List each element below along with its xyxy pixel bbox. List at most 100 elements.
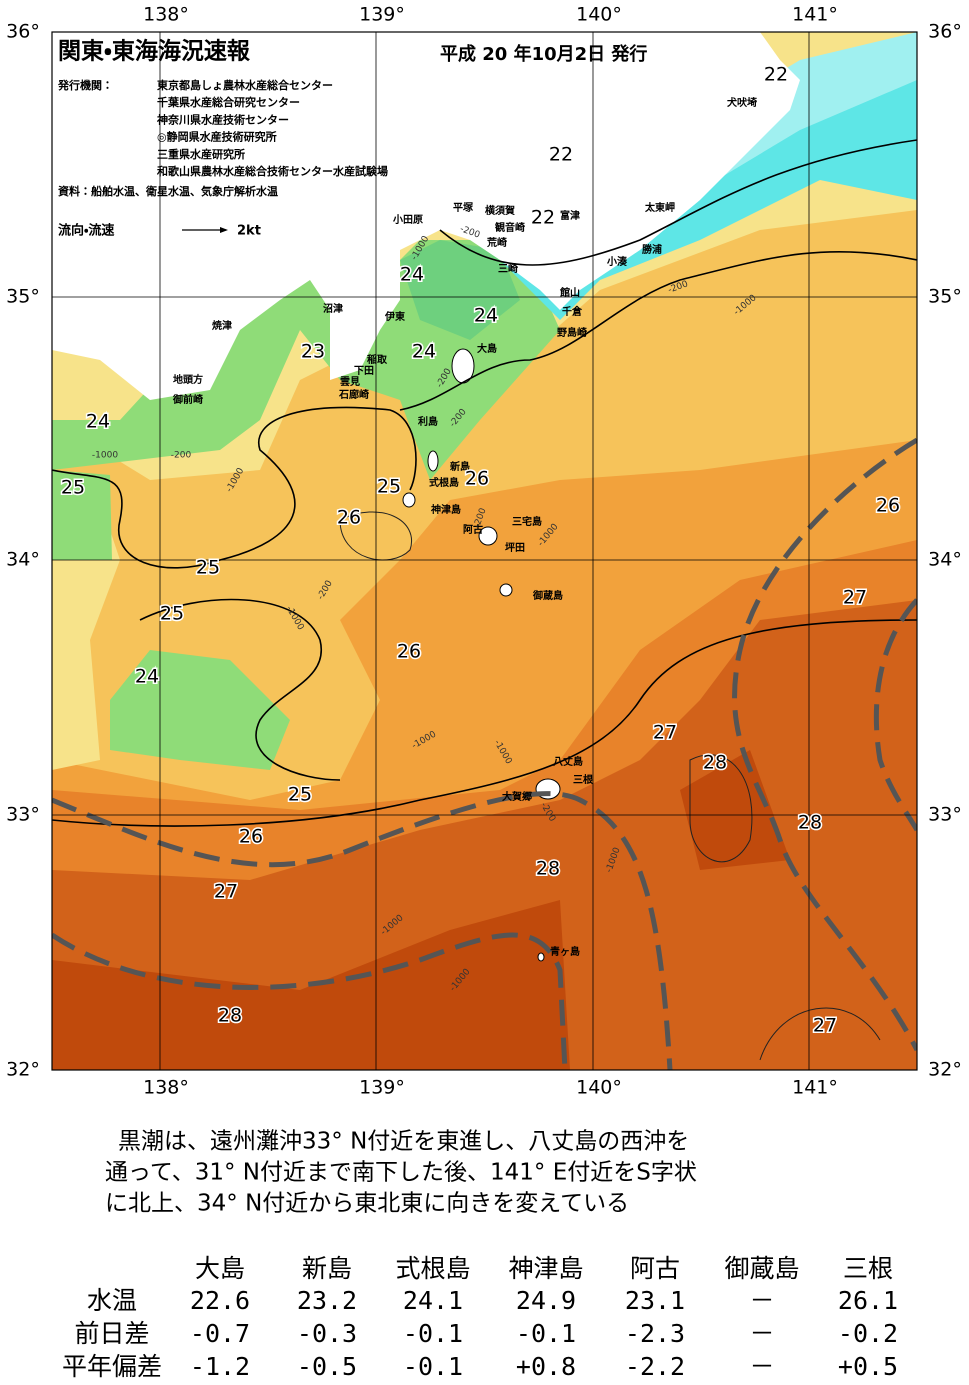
place-name: 三崎 <box>498 262 518 275</box>
place-name: 三宅島 <box>512 515 542 528</box>
temperature-label: 22 <box>764 64 788 86</box>
temperature-label: 26 <box>876 495 900 517</box>
kuroshio-axis <box>873 598 917 832</box>
temperature-label: 27 <box>813 1015 837 1037</box>
table-cell: -2.3 <box>625 1319 685 1348</box>
row-label: 前日差 <box>74 1319 149 1348</box>
table-cell: +0.5 <box>838 1352 898 1381</box>
temperature-label: 24 <box>135 666 159 688</box>
place-name: 焼津 <box>212 319 232 332</box>
table-header: 御蔵島 <box>724 1254 799 1283</box>
table-cell: 24.1 <box>403 1286 463 1315</box>
place-name: 三根 <box>573 773 594 786</box>
temperature-label: 28 <box>703 752 727 774</box>
depth-label: -1000 <box>92 451 118 461</box>
water-28 <box>52 600 917 1070</box>
place-name: 伊東 <box>384 310 405 323</box>
issuer: 神奈川県水産技術センター <box>156 112 289 126</box>
table-cell: -0.1 <box>403 1352 463 1381</box>
table-header: 三根 <box>843 1254 893 1283</box>
water-23 <box>400 240 520 340</box>
place-name: 神津島 <box>430 503 461 516</box>
land <box>52 32 800 400</box>
kuroshio-axis <box>52 932 568 1070</box>
water-24 <box>110 650 290 770</box>
place-name: 平塚 <box>453 201 474 214</box>
island <box>478 526 498 546</box>
temperature-label: 25 <box>288 784 312 806</box>
isotherm <box>52 619 917 827</box>
issuer: ◎静岡県水産技術研究所 <box>157 130 277 144</box>
temperature-label: 26 <box>239 826 263 848</box>
place-name: 八丈島 <box>553 755 583 768</box>
place-name: 太東岬 <box>644 201 675 214</box>
place-name: 館山 <box>559 286 580 299</box>
table-cell: 24.9 <box>516 1286 576 1315</box>
temperature-label: 24 <box>86 411 110 433</box>
latitude-label: 35° <box>6 286 40 308</box>
place-name: 阿古 <box>463 523 483 536</box>
issue-date: 平成 20 年10月2日 発行 <box>440 43 647 65</box>
place-name: 新島 <box>449 460 470 473</box>
place-name: 坪田 <box>505 541 525 554</box>
issuer: 千葉県水産総合研究センター <box>157 95 300 109</box>
temperature-label: 25 <box>61 477 85 499</box>
place-name: 式根島 <box>429 476 459 489</box>
depth-label: -200 <box>171 451 192 461</box>
data-source: 資料：船舶水温、衛星水温、気象庁解析水温 <box>58 184 278 198</box>
table-cell: － <box>749 1352 774 1381</box>
map-shading <box>52 32 917 1070</box>
temperature-label: 23 <box>301 341 325 363</box>
map-frame <box>51 31 918 1071</box>
table-cell: 22.6 <box>190 1286 250 1315</box>
flow-legend: 流向・流速 <box>58 223 114 239</box>
place-name: 小湊 <box>606 255 628 268</box>
longitude-label: 139° <box>359 4 405 26</box>
isotherm <box>439 139 917 266</box>
table-cell: 26.1 <box>838 1286 898 1315</box>
temperature-label: 22 <box>549 144 573 166</box>
place-name: 雲見 <box>340 376 360 388</box>
isotherm <box>689 754 753 863</box>
longitude-label: 138° <box>143 4 189 26</box>
place-name: 御前崎 <box>172 393 203 406</box>
flow-speed: 2kt <box>237 224 261 239</box>
description-line: 通って、31° N付近まで南下した後、141° E付近をS字状 <box>105 1160 697 1186</box>
place-name: 下田 <box>354 365 374 377</box>
longitude-label: 140° <box>576 4 622 26</box>
row-label: 水温 <box>87 1286 137 1315</box>
temperature-label: 27 <box>214 881 238 903</box>
table-cell: 23.2 <box>297 1286 357 1315</box>
table-cell: -0.3 <box>297 1319 357 1348</box>
temperature-label: 22 <box>531 207 555 229</box>
longitude-label: 141° <box>792 1077 838 1099</box>
temperature-label: 25 <box>196 557 220 579</box>
water-28-deep <box>52 900 570 1070</box>
description-line: 黒潮は、遠州灘沖33° N付近を東進し、八丈島の西沖を <box>118 1129 689 1155</box>
latitude-label: 34° <box>6 549 40 571</box>
water-24 <box>52 470 112 560</box>
latitude-label: 36° <box>928 21 962 43</box>
place-name: 観音崎 <box>495 221 525 234</box>
island <box>427 450 439 472</box>
temperature-label: 25 <box>160 603 184 625</box>
place-name: 稲取 <box>367 353 388 366</box>
isotherm <box>52 406 417 569</box>
place-name: 荒崎 <box>486 236 507 249</box>
place-name: 千倉 <box>562 305 583 318</box>
place-name: 勝浦 <box>642 243 662 256</box>
table-cell: -0.5 <box>297 1352 357 1381</box>
map-title: 関東・東海海況速報 <box>58 38 251 65</box>
temperature-label: 25 <box>377 476 401 498</box>
kuroshio-axis <box>52 791 673 1070</box>
temperature-label: 27 <box>653 722 677 744</box>
latitude-label: 32° <box>928 1059 962 1081</box>
temperature-label: 24 <box>474 305 498 327</box>
table-cell: -0.7 <box>190 1319 250 1348</box>
graticule <box>51 31 918 1071</box>
table-cell: -1.2 <box>190 1352 250 1381</box>
island <box>402 492 416 508</box>
kuroshio-axis <box>732 437 917 1052</box>
longitude-label: 140° <box>576 1077 622 1099</box>
